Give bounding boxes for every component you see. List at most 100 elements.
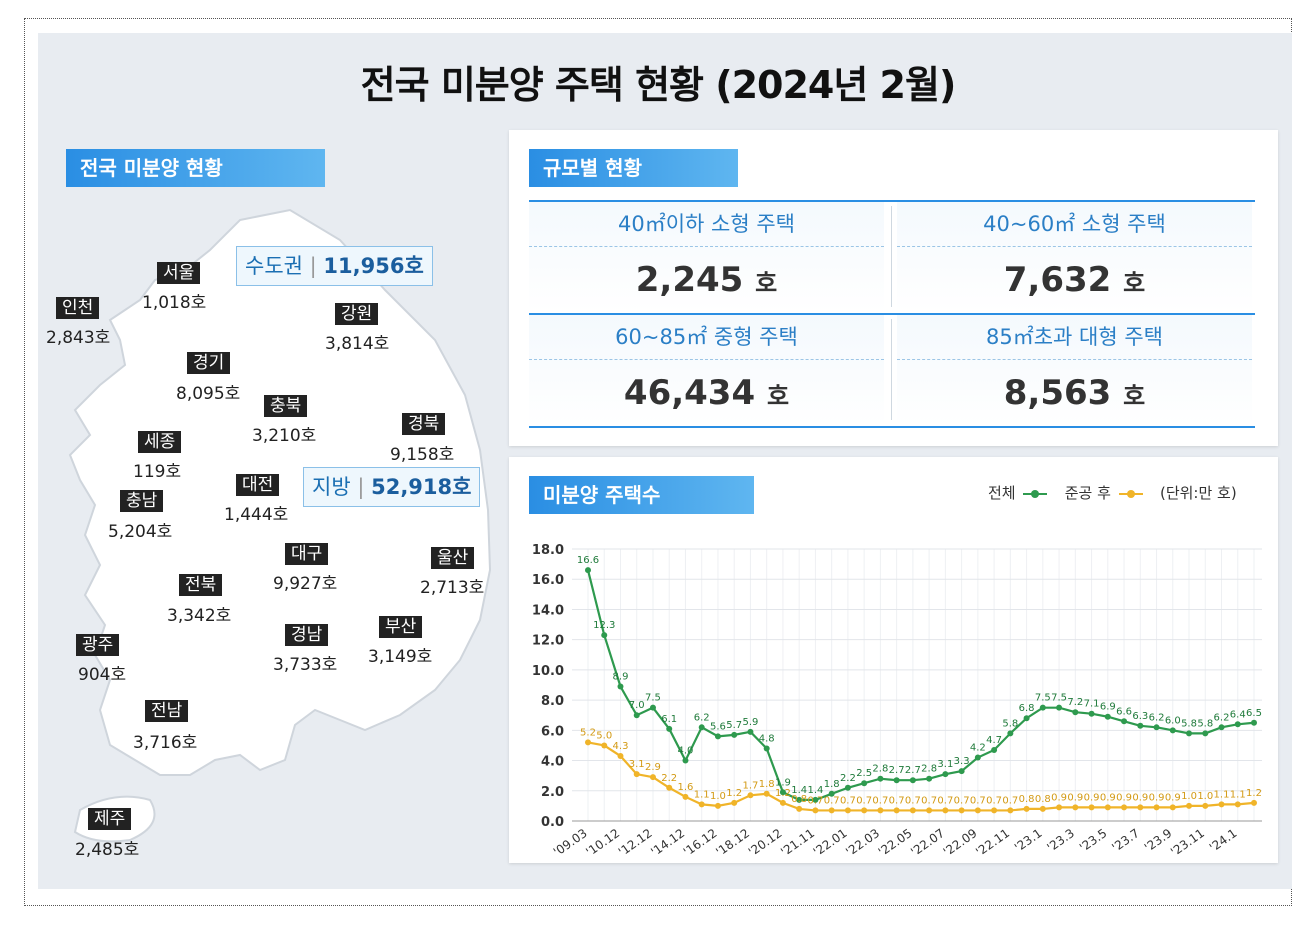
data-label: 1.2: [726, 788, 742, 799]
data-point: [909, 807, 916, 814]
data-label: 6.2: [1214, 712, 1230, 723]
data-label: 2.8: [872, 764, 888, 775]
data-point: [796, 796, 803, 803]
region-name-chungnam: 충남: [120, 490, 164, 512]
data-label: 6.4: [1230, 709, 1246, 720]
region-value-sejong: 119호: [133, 462, 182, 482]
size-value: 7,632 호: [1003, 260, 1146, 300]
data-point: [1169, 804, 1176, 811]
y-tick-label: 18.0: [532, 543, 564, 558]
data-label: 5.9: [742, 717, 758, 728]
data-label: 4.7: [986, 735, 1002, 746]
data-point: [649, 704, 656, 711]
region-value-chungnam: 5,204호: [108, 522, 173, 542]
data-label: 1.4: [807, 785, 823, 796]
legend-completed-label: 준공 후: [1064, 484, 1111, 502]
data-label: 1.4: [791, 785, 807, 796]
y-tick-label: 12.0: [532, 634, 564, 649]
region-name-jeju: 제주: [88, 808, 132, 830]
data-point: [763, 790, 770, 797]
region-name-ulsan: 울산: [431, 547, 475, 569]
data-point: [633, 712, 640, 719]
data-label: 1.0: [710, 791, 726, 802]
data-point: [1218, 724, 1225, 731]
data-label: 0.7: [921, 795, 937, 806]
region-value-incheon: 2,843호: [46, 328, 111, 348]
region-value-busan: 3,149호: [368, 647, 433, 667]
region-name-seoul: 서울: [157, 262, 201, 284]
data-point: [601, 632, 608, 639]
data-point: [633, 771, 640, 778]
x-tick-label: '22.07: [908, 826, 947, 859]
data-label: 1.0: [1181, 791, 1197, 802]
data-point: [763, 745, 770, 752]
data-label: 0.9: [1149, 792, 1165, 803]
data-point: [861, 780, 868, 787]
data-point: [1121, 718, 1128, 725]
region-value-gangwon: 3,814호: [325, 334, 390, 354]
data-label: 5.6: [710, 721, 726, 732]
data-label: 0.9: [1084, 792, 1100, 803]
data-point: [617, 753, 624, 760]
x-tick-label: '10.12: [583, 826, 622, 859]
x-tick-label: '18.12: [713, 826, 752, 859]
x-tick-label: '21.11: [778, 826, 817, 859]
data-point: [958, 807, 965, 814]
y-tick-label: 10.0: [532, 664, 564, 679]
data-label: 0.7: [824, 795, 840, 806]
size-cell-large: 85㎡초과 대형 주택 8,563 호: [897, 315, 1252, 426]
data-point: [1056, 704, 1063, 711]
region-name-gangwon: 강원: [335, 303, 379, 325]
data-point: [731, 799, 738, 806]
data-point: [893, 807, 900, 814]
data-label: 3.1: [629, 759, 645, 770]
data-point: [909, 777, 916, 784]
region-value-jeonnam: 3,716호: [133, 733, 198, 753]
data-label: 7.5: [645, 693, 661, 704]
data-label: 7.5: [1035, 693, 1051, 704]
data-point: [1234, 801, 1241, 808]
data-point: [682, 793, 689, 800]
size-value: 2,245 호: [635, 260, 778, 300]
size-divider-bottom: [891, 319, 892, 420]
region-name-busan: 부산: [379, 616, 423, 638]
data-label: 0.7: [856, 795, 872, 806]
x-tick-label: '09.03: [551, 826, 590, 859]
data-label: 1.1: [694, 789, 710, 800]
region-value-daegu: 9,927호: [273, 574, 338, 594]
data-label: 0.9: [1100, 792, 1116, 803]
capital-area-label: 수도권: [245, 254, 303, 278]
data-label: 5.2: [580, 727, 596, 738]
data-label: 0.7: [1002, 795, 1018, 806]
x-tick-label: '23.11: [1168, 826, 1207, 859]
data-point: [731, 731, 738, 738]
data-label: 0.9: [1165, 792, 1181, 803]
data-label: 0.8: [1035, 794, 1051, 805]
region-name-jeonbuk: 전북: [179, 574, 223, 596]
data-point: [714, 802, 721, 809]
data-point: [1104, 804, 1111, 811]
x-tick-label: '23.3: [1044, 826, 1077, 855]
data-label: 5.7: [726, 720, 742, 731]
data-label: 0.7: [840, 795, 856, 806]
x-tick-label: '23.5: [1077, 826, 1110, 855]
data-point: [666, 725, 673, 732]
x-tick-label: '22.01: [811, 826, 850, 859]
region-value-chungbuk: 3,210호: [252, 426, 317, 446]
data-point: [601, 742, 608, 749]
data-point: [1137, 722, 1144, 729]
data-point: [1039, 704, 1046, 711]
size-label: 40~60㎡ 소형 주택: [897, 202, 1252, 247]
data-point: [1202, 802, 1209, 809]
data-point: [779, 799, 786, 806]
data-point: [1137, 804, 1144, 811]
data-label: 0.7: [954, 795, 970, 806]
region-value-gyeongnam: 3,733호: [273, 655, 338, 675]
x-tick-label: '23.1: [1012, 826, 1045, 855]
data-label: 6.1: [661, 714, 677, 725]
region-name-jeonnam: 전남: [145, 700, 189, 722]
data-label: 7.2: [1067, 697, 1083, 708]
data-point: [812, 807, 819, 814]
region-value-daejeon: 1,444호: [224, 505, 289, 525]
data-point: [1234, 721, 1241, 728]
